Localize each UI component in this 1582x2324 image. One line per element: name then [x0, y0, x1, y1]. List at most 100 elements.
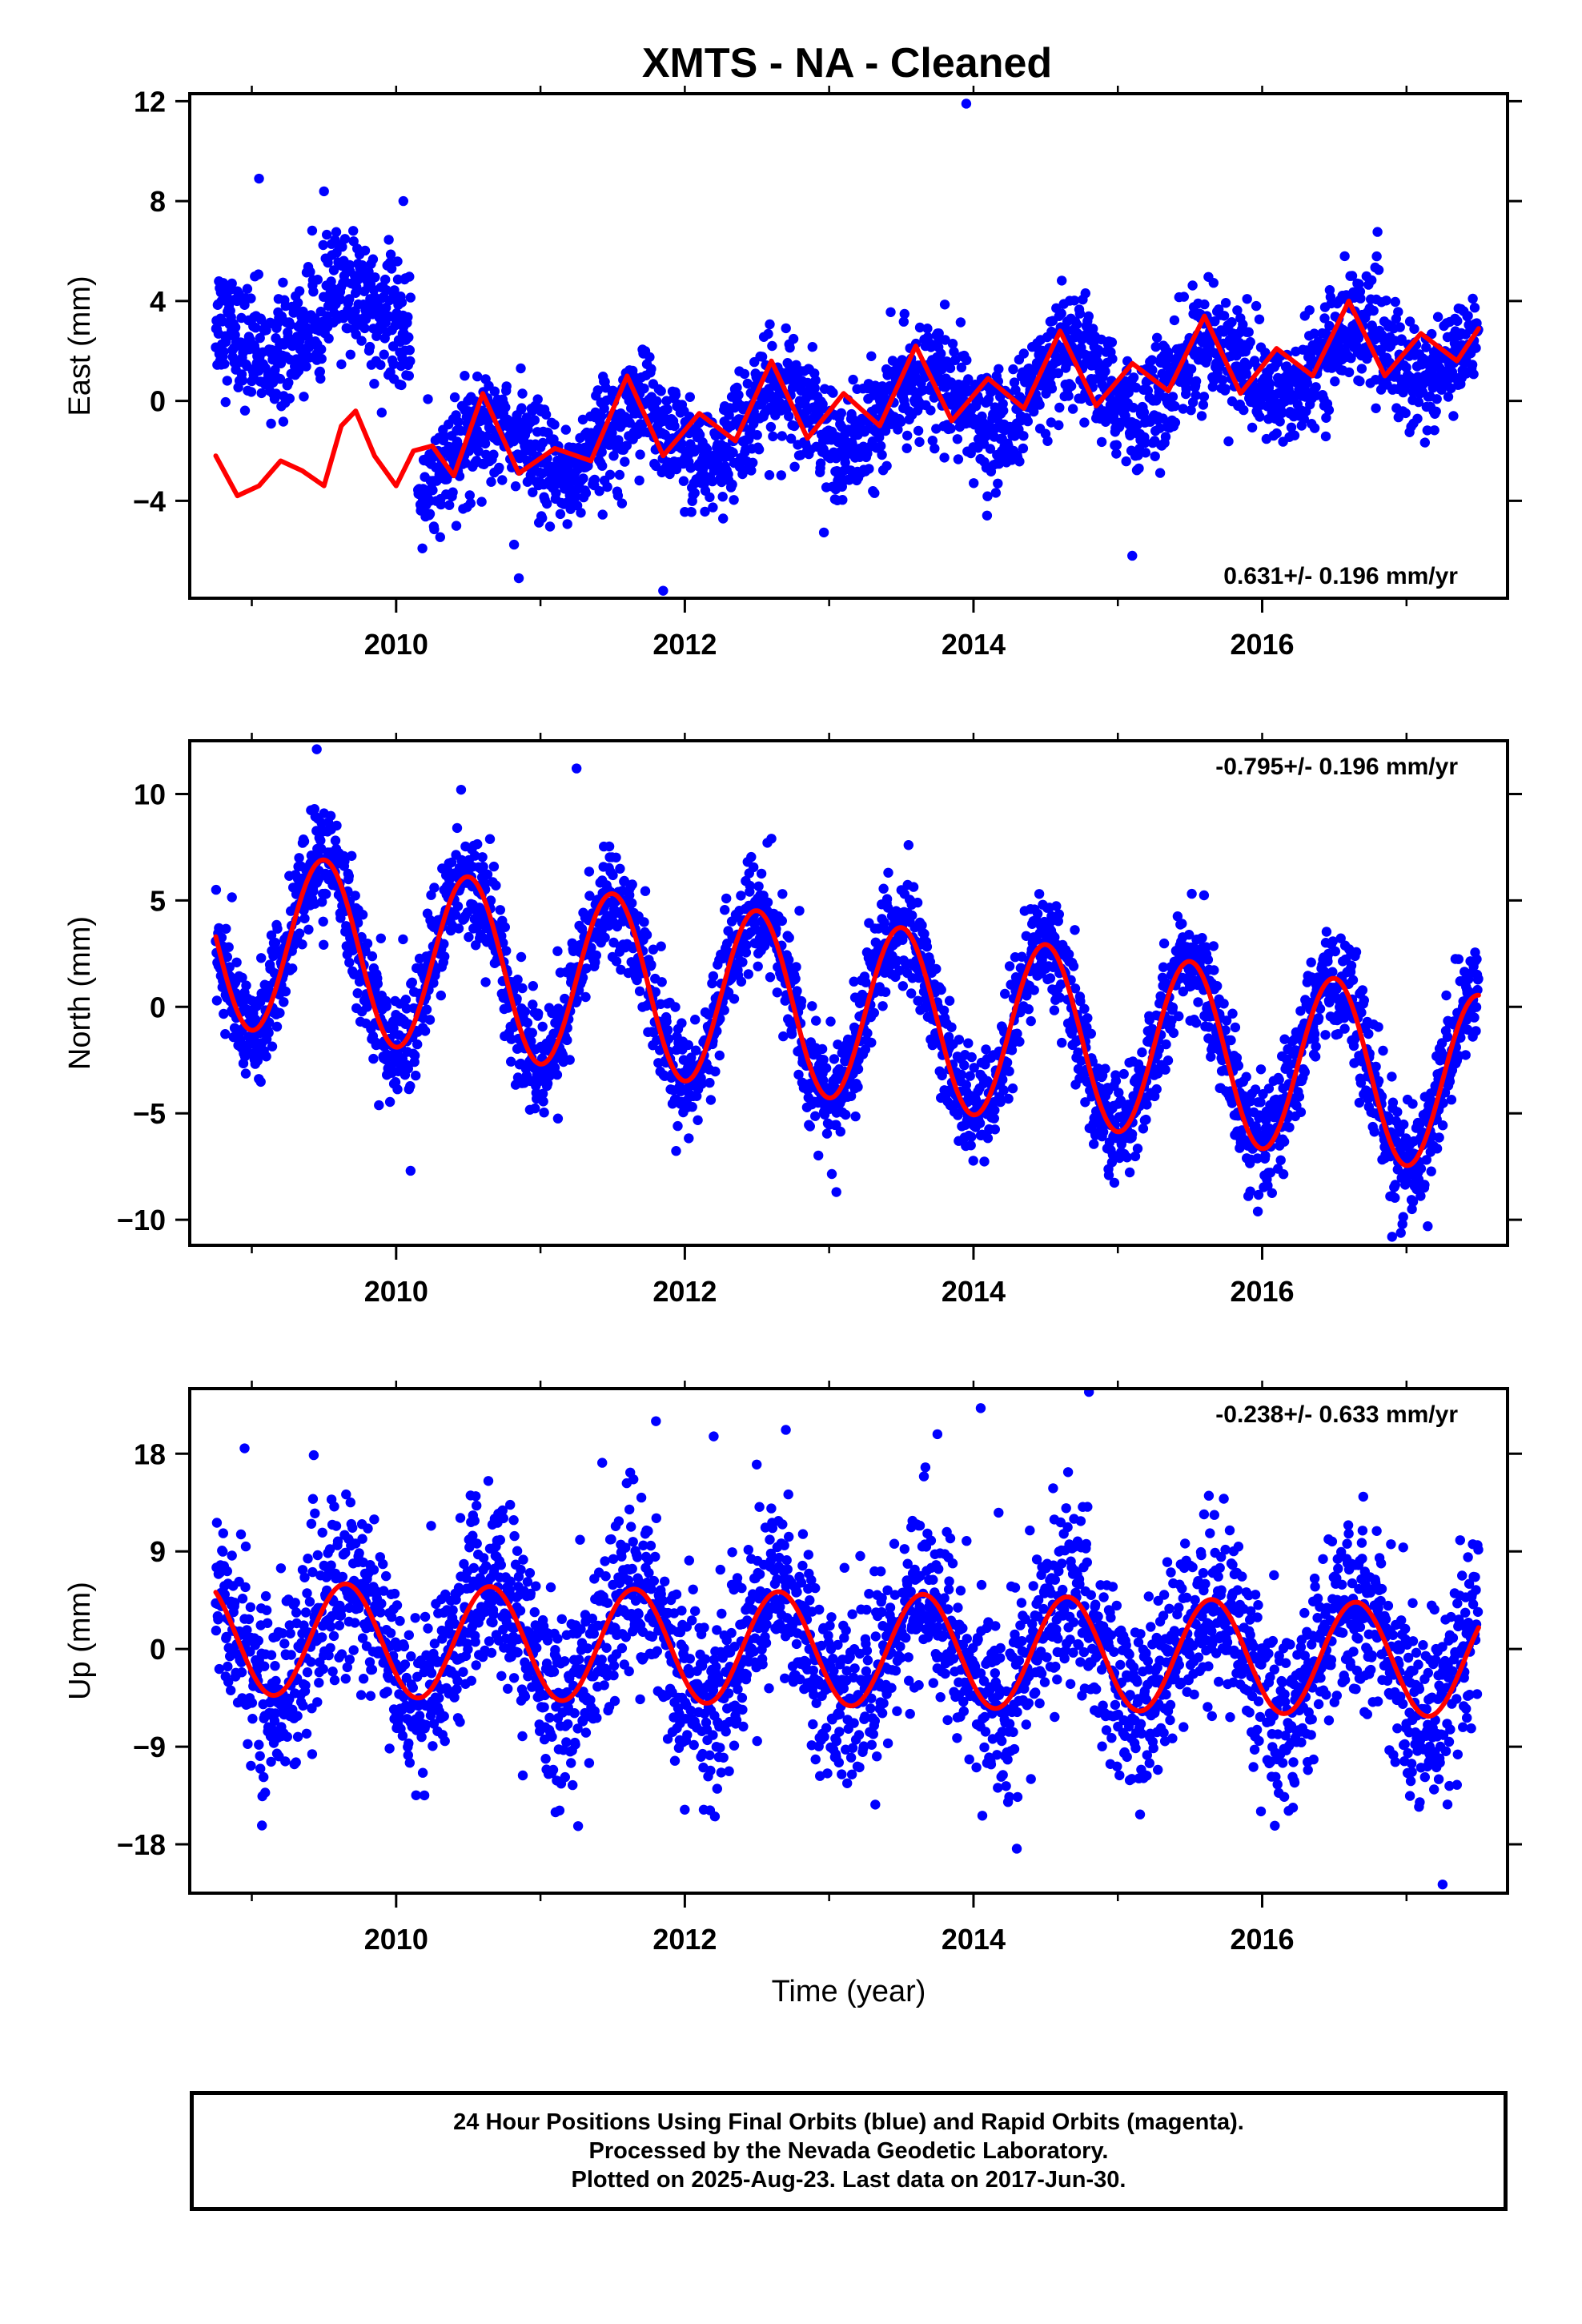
- data-point: [512, 975, 523, 985]
- data-point: [392, 1084, 403, 1095]
- data-point: [874, 432, 885, 443]
- data-point: [1054, 402, 1065, 413]
- data-point: [472, 838, 483, 850]
- data-point: [1210, 316, 1220, 327]
- data-point: [370, 272, 380, 283]
- data-point: [494, 462, 504, 473]
- data-point: [1356, 364, 1367, 374]
- data-point: [877, 449, 887, 460]
- data-point: [1368, 305, 1379, 316]
- data-point: [404, 332, 414, 343]
- data-point: [1121, 456, 1131, 467]
- data-point: [749, 862, 759, 873]
- data-point: [1029, 985, 1039, 995]
- data-point: [968, 1156, 978, 1166]
- data-point: [762, 897, 773, 908]
- data-point: [718, 513, 729, 524]
- data-point: [646, 959, 656, 970]
- data-point: [705, 1077, 715, 1088]
- data-point: [1199, 299, 1210, 310]
- data-point: [562, 519, 572, 529]
- data-point: [792, 986, 802, 996]
- data-point: [956, 362, 967, 373]
- data-point: [510, 481, 521, 492]
- data-point: [364, 341, 375, 352]
- data-point: [275, 373, 286, 384]
- data-point: [1021, 931, 1032, 942]
- data-point: [815, 458, 826, 468]
- data-point: [1066, 380, 1077, 392]
- data-point: [344, 957, 355, 968]
- data-point: [686, 507, 697, 517]
- data-point: [1181, 384, 1191, 394]
- data-point: [1018, 431, 1029, 441]
- data-point: [1321, 412, 1331, 423]
- data-point: [267, 1041, 278, 1051]
- data-point: [529, 415, 540, 425]
- data-point: [614, 469, 625, 480]
- data-point: [526, 1036, 536, 1047]
- data-point: [937, 1070, 947, 1081]
- data-point: [817, 1043, 828, 1055]
- data-point: [707, 476, 718, 487]
- data-point: [1227, 317, 1237, 328]
- rate-annotation: 0.631+/- 0.196 mm/yr: [1223, 563, 1458, 589]
- data-point: [608, 451, 619, 461]
- data-point: [1006, 1045, 1018, 1055]
- data-point: [723, 987, 734, 998]
- data-point: [939, 300, 950, 310]
- data-point: [757, 352, 768, 362]
- data-point: [435, 532, 445, 542]
- data-point: [662, 1025, 673, 1035]
- data-point: [990, 488, 1002, 498]
- data-point: [1251, 300, 1262, 312]
- data-point: [1463, 311, 1473, 321]
- data-point: [400, 995, 412, 1005]
- data-point: [448, 487, 458, 497]
- data-point: [506, 1034, 516, 1044]
- data-point: [1198, 400, 1209, 410]
- data-point: [389, 285, 400, 296]
- data-point: [993, 478, 1003, 489]
- data-point: [488, 861, 500, 872]
- data-point: [969, 1063, 979, 1073]
- data-point: [576, 508, 586, 518]
- data-point: [1443, 392, 1454, 402]
- data-point: [331, 227, 342, 237]
- data-point: [578, 473, 588, 484]
- data-point: [551, 488, 561, 498]
- outlier-point: [658, 585, 669, 596]
- data-point: [344, 294, 355, 304]
- data-point: [397, 352, 408, 364]
- data-point: [540, 409, 552, 420]
- data-point: [615, 863, 625, 875]
- data-point: [596, 447, 607, 457]
- data-point: [478, 862, 488, 872]
- data-point: [938, 1005, 950, 1016]
- data-point: [404, 271, 415, 282]
- data-point: [624, 890, 635, 901]
- y-tick-label: 4: [150, 285, 166, 318]
- data-point: [936, 348, 946, 359]
- data-point: [621, 440, 632, 451]
- data-point: [662, 404, 673, 415]
- data-point: [403, 312, 413, 323]
- data-point: [1167, 392, 1178, 402]
- data-point: [362, 939, 373, 949]
- data-point: [313, 875, 323, 885]
- data-point: [453, 923, 464, 934]
- data-point: [592, 385, 603, 396]
- data-point: [947, 339, 958, 349]
- data-point: [440, 951, 450, 962]
- data-point: [1429, 425, 1439, 436]
- data-point: [963, 1038, 974, 1048]
- data-point: [211, 884, 222, 895]
- data-point: [945, 363, 956, 373]
- data-point: [396, 380, 407, 391]
- data-point: [465, 498, 476, 509]
- data-point: [549, 420, 560, 430]
- data-point: [1096, 436, 1107, 448]
- data-point: [898, 316, 909, 327]
- data-point: [537, 437, 548, 448]
